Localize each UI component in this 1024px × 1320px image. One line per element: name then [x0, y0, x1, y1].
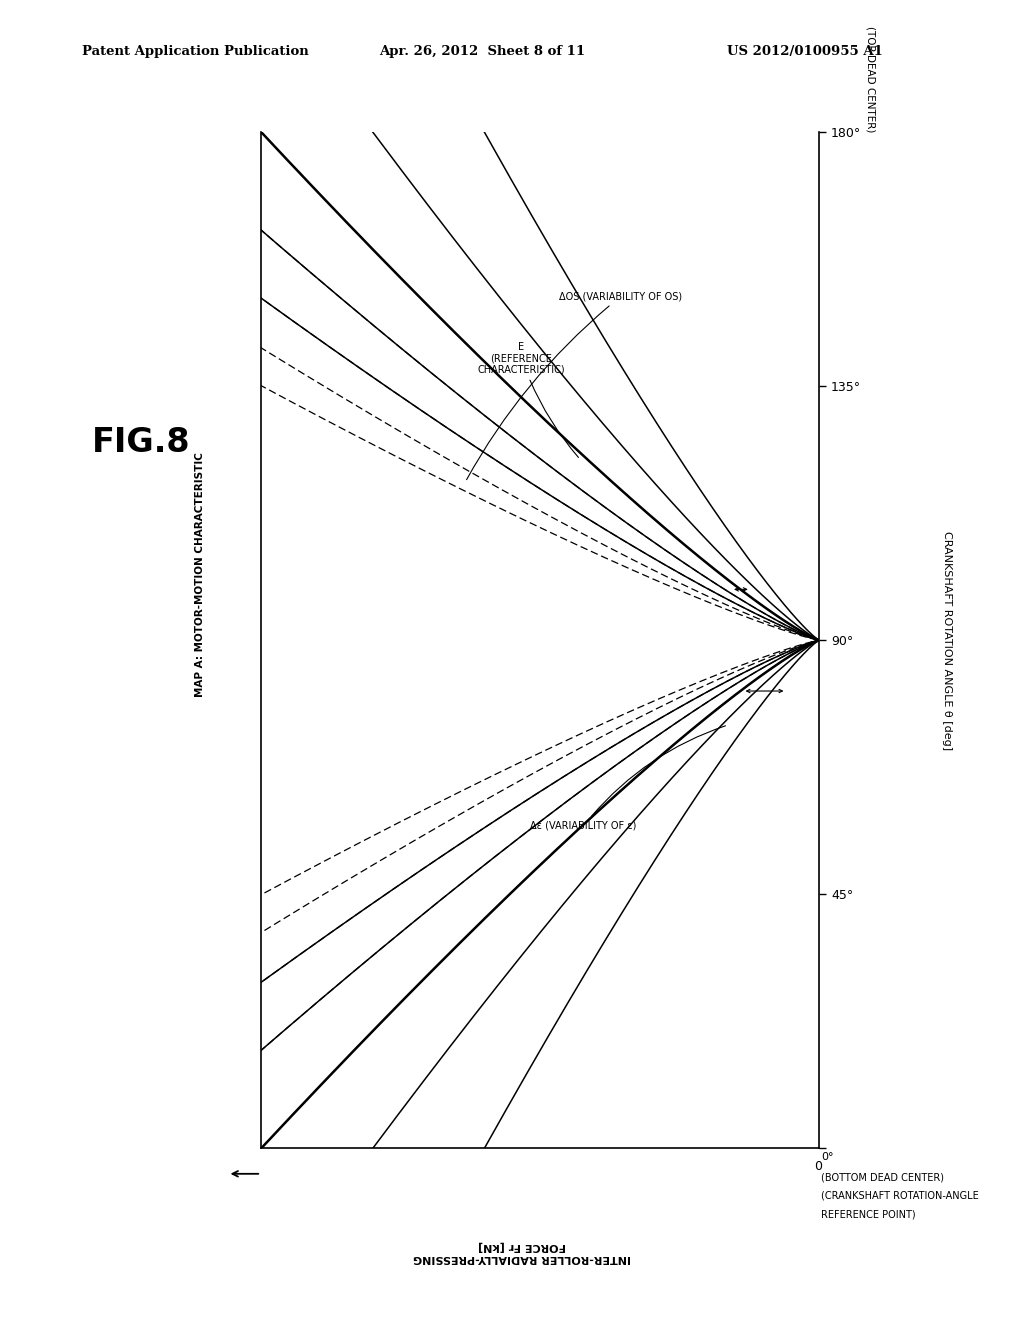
Text: Δε (VARIABILITY OF ε): Δε (VARIABILITY OF ε) [530, 726, 726, 830]
Text: REFERENCE POINT): REFERENCE POINT) [821, 1209, 915, 1220]
Text: 0°: 0° [821, 1152, 834, 1163]
Text: (TOP DEAD CENTER): (TOP DEAD CENTER) [865, 25, 876, 132]
Text: FIG.8: FIG.8 [92, 425, 190, 458]
Text: Patent Application Publication: Patent Application Publication [82, 45, 308, 58]
Text: 0: 0 [814, 1160, 822, 1172]
Text: (CRANKSHAFT ROTATION-ANGLE: (CRANKSHAFT ROTATION-ANGLE [821, 1191, 979, 1201]
Text: (BOTTOM DEAD CENTER): (BOTTOM DEAD CENTER) [821, 1172, 944, 1183]
Text: Apr. 26, 2012  Sheet 8 of 11: Apr. 26, 2012 Sheet 8 of 11 [379, 45, 585, 58]
Text: CRANKSHAFT ROTATION ANGLE θ [deg]: CRANKSHAFT ROTATION ANGLE θ [deg] [942, 531, 952, 750]
Text: ΔOS (VARIABILITY OF OS): ΔOS (VARIABILITY OF OS) [467, 292, 682, 479]
Text: MAP A: MOTOR-MOTION CHARACTERISTIC: MAP A: MOTOR-MOTION CHARACTERISTIC [195, 451, 205, 697]
Text: E
(REFERENCE
CHARACTERISTIC): E (REFERENCE CHARACTERISTIC) [478, 342, 579, 458]
Text: US 2012/0100955 A1: US 2012/0100955 A1 [727, 45, 883, 58]
Text: INTER-ROLLER RADIALLY-PRESSING
FORCE Fr [kN]: INTER-ROLLER RADIALLY-PRESSING FORCE Fr … [414, 1241, 631, 1263]
